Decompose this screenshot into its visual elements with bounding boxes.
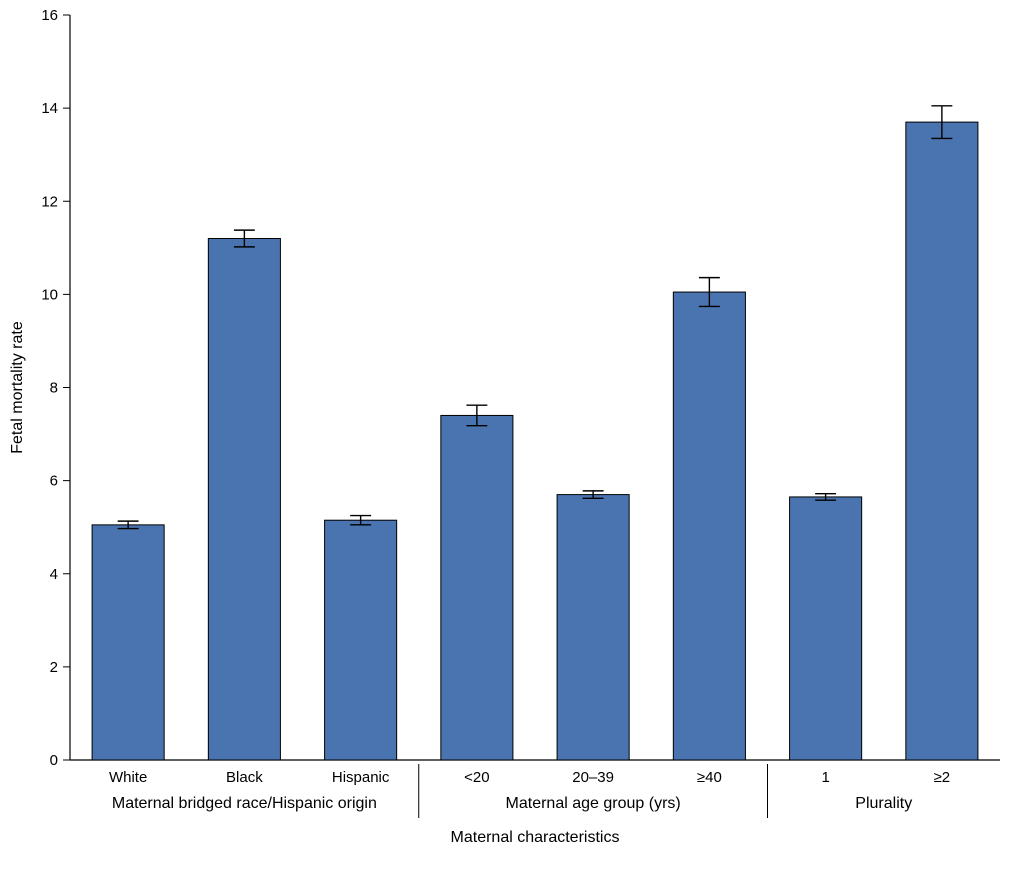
bar bbox=[790, 497, 862, 760]
x-category-label: White bbox=[109, 769, 147, 786]
y-tick-label: 4 bbox=[50, 566, 58, 583]
y-tick-label: 8 bbox=[50, 380, 58, 397]
x-category-label: ≥40 bbox=[697, 769, 722, 786]
bar bbox=[441, 415, 513, 760]
x-category-label: <20 bbox=[464, 769, 489, 786]
bar bbox=[325, 520, 397, 760]
y-tick-label: 10 bbox=[41, 286, 58, 303]
y-tick-label: 6 bbox=[50, 473, 58, 490]
x-axis-title: Maternal characteristics bbox=[451, 829, 620, 846]
x-category-label: 20–39 bbox=[572, 769, 614, 786]
bar bbox=[906, 122, 978, 760]
y-tick-label: 2 bbox=[50, 659, 58, 676]
y-tick-label: 0 bbox=[50, 752, 58, 769]
x-category-label: Black bbox=[226, 769, 263, 786]
y-tick-label: 12 bbox=[41, 193, 58, 210]
x-category-label: ≥2 bbox=[934, 769, 951, 786]
bar-chart: 0 2 4 6 8 10 12 14 16 Fetal mortality rate White Bl… bbox=[0, 0, 1022, 869]
bar bbox=[208, 239, 280, 761]
chart-container: 0 2 4 6 8 10 12 14 16 Fetal mortality rate White Bl… bbox=[0, 0, 1022, 869]
bar bbox=[673, 292, 745, 760]
x-group-label: Plurality bbox=[855, 795, 912, 812]
x-group-label: Maternal age group (yrs) bbox=[506, 795, 681, 812]
x-group-label: Maternal bridged race/Hispanic origin bbox=[112, 795, 377, 812]
x-category-label: 1 bbox=[821, 769, 829, 786]
y-axis-title: Fetal mortality rate bbox=[9, 321, 26, 454]
x-category-label: Hispanic bbox=[332, 769, 390, 786]
bar bbox=[92, 525, 164, 760]
y-tick-label: 16 bbox=[41, 7, 58, 24]
y-tick-label: 14 bbox=[41, 100, 58, 117]
bar bbox=[557, 495, 629, 760]
